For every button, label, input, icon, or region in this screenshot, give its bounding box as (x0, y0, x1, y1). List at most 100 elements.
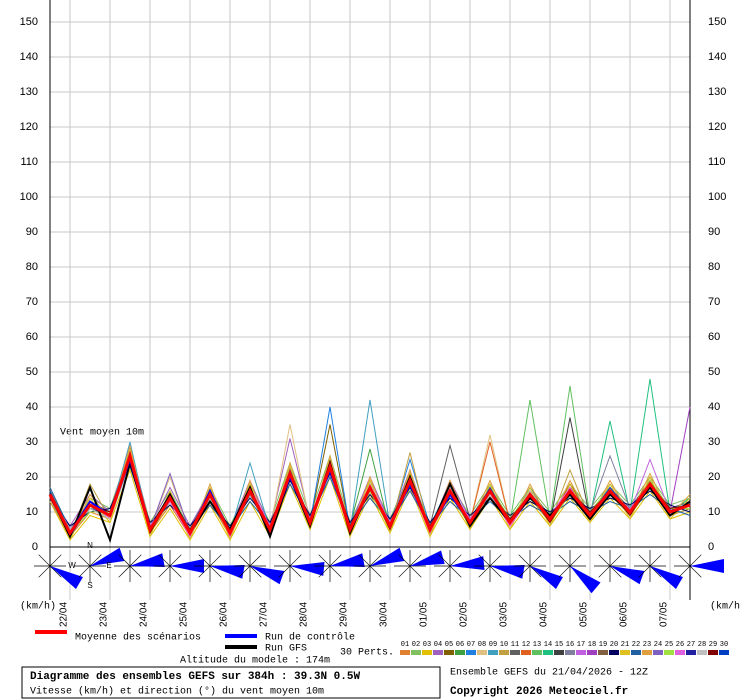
x-tick-label: 05/05 (579, 602, 590, 627)
legend-label: 28 (698, 641, 706, 649)
wind-direction (490, 565, 525, 579)
y-tick-label: 130 (20, 86, 38, 98)
legend-label: 05 (445, 641, 453, 649)
y2-tick-label: 140 (708, 51, 726, 63)
wind-direction (650, 566, 683, 590)
legend-swatch (609, 650, 619, 655)
wind-direction (290, 561, 325, 576)
y-tick-label: 110 (20, 156, 38, 168)
perts-label: 30 Perts. (340, 648, 394, 659)
legend-swatch (422, 650, 432, 655)
wind-direction (170, 559, 204, 573)
x-tick-label: 03/05 (499, 602, 510, 627)
legend-swatch (708, 650, 718, 655)
chart-title: Diagramme des ensembles GEFS sur 384h : … (30, 671, 360, 683)
legend-swatch (411, 650, 421, 655)
y2-tick-label: 30 (708, 436, 720, 448)
wind-direction (530, 566, 563, 590)
x-tick-label: 28/04 (299, 602, 310, 627)
x-tick-label: 04/05 (539, 602, 550, 627)
wind-direction (210, 565, 245, 579)
wind-direction (130, 553, 165, 567)
wind-direction (690, 559, 724, 573)
compass-label: N (87, 541, 93, 550)
legend-label: Run de contrôle (265, 632, 355, 644)
y-tick-label: 0 (32, 541, 38, 553)
y2-tick-label: 70 (708, 296, 720, 308)
legend-swatch (642, 650, 652, 655)
legend-swatch (400, 650, 410, 655)
legend-label: 03 (423, 641, 431, 649)
legend-swatch (631, 650, 641, 655)
legend-label: Moyenne des scénarios (75, 632, 201, 644)
legend-swatch (499, 650, 509, 655)
x-tick-label: 29/04 (339, 602, 350, 627)
legend-swatch (675, 650, 685, 655)
y2-axis-label: (km/h) (710, 601, 740, 613)
y-tick-label: 20 (26, 471, 38, 483)
wind-direction (330, 553, 365, 567)
x-tick-label: 07/05 (659, 602, 670, 627)
legend-label: 02 (412, 641, 420, 649)
legend-label: 25 (665, 641, 673, 649)
legend-label: 04 (434, 641, 442, 649)
legend-label: 26 (676, 641, 684, 649)
y2-tick-label: 80 (708, 261, 720, 273)
x-tick-label: 22/04 (59, 602, 70, 627)
wind-direction (370, 547, 405, 566)
y-tick-label: 60 (26, 331, 38, 343)
y-tick-label: 30 (26, 436, 38, 448)
wind-direction (410, 550, 445, 566)
legend-swatch (664, 650, 674, 655)
legend-label: 01 (401, 641, 409, 649)
legend-swatch (510, 650, 520, 655)
x-tick-label: 30/04 (379, 602, 390, 627)
legend-label: 22 (632, 641, 640, 649)
legend-label: 07 (467, 641, 475, 649)
x-tick-label: 25/04 (179, 602, 190, 627)
legend-swatch (719, 650, 729, 655)
y2-tick-label: 110 (708, 156, 726, 168)
legend-label: 21 (621, 641, 629, 649)
legend-label: 20 (610, 641, 618, 649)
x-tick-label: 01/05 (419, 602, 430, 627)
legend-label: 24 (654, 641, 662, 649)
legend-label: 30 (720, 641, 728, 649)
y2-tick-label: 130 (708, 86, 726, 98)
legend-label: 27 (687, 641, 695, 649)
legend-label: 13 (533, 641, 541, 649)
legend-label: 14 (544, 641, 552, 649)
legend-label: 16 (566, 641, 574, 649)
legend-swatch (488, 650, 498, 655)
subtitle: Vitesse (km/h) et direction (°) du vent … (30, 686, 324, 698)
legend-label: 18 (588, 641, 596, 649)
legend-swatch (521, 650, 531, 655)
legend-label: Run GFS (265, 644, 307, 655)
y-tick-label: 40 (26, 401, 38, 413)
y2-tick-label: 50 (708, 366, 720, 378)
legend-label: 29 (709, 641, 717, 649)
legend-label: 23 (643, 641, 651, 649)
legend-label: 10 (500, 641, 508, 649)
wind-direction (610, 566, 645, 585)
legend-label: 12 (522, 641, 530, 649)
legend-swatch (455, 650, 465, 655)
y-tick-label: 120 (20, 121, 38, 133)
y2-tick-label: 0 (708, 541, 714, 553)
y2-tick-label: 10 (708, 506, 720, 518)
x-tick-label: 23/04 (99, 602, 110, 627)
y-tick-label: 50 (26, 366, 38, 378)
legend-swatch (697, 650, 707, 655)
y2-tick-label: 20 (708, 471, 720, 483)
wind-direction (50, 566, 83, 590)
legend-swatch (598, 650, 608, 655)
compass-label: W (68, 561, 76, 570)
legend-swatch (466, 650, 476, 655)
legend-label: 11 (511, 641, 519, 649)
legend-swatch (532, 650, 542, 655)
y-tick-label: 10 (26, 506, 38, 518)
legend-swatch (576, 650, 586, 655)
y2-tick-label: 60 (708, 331, 720, 343)
legend-swatch (477, 650, 487, 655)
